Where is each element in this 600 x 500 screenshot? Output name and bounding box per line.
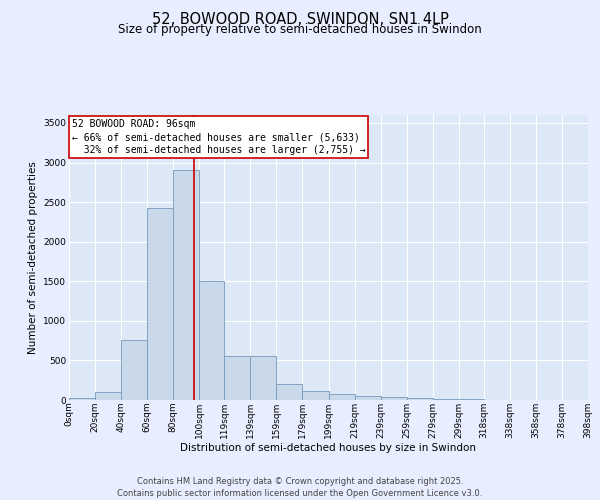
Bar [173,170,199,400]
Bar [277,384,302,400]
Bar [407,398,433,400]
Text: Contains HM Land Registry data © Crown copyright and database right 2025.
Contai: Contains HM Land Registry data © Crown c… [118,476,482,498]
Text: Size of property relative to semi-detached houses in Swindon: Size of property relative to semi-detach… [118,22,482,36]
Bar [250,356,277,400]
Text: 52, BOWOOD ROAD, SWINDON, SN1 4LP: 52, BOWOOD ROAD, SWINDON, SN1 4LP [152,12,448,28]
Bar [380,397,407,400]
Bar [224,356,250,400]
Bar [121,340,147,400]
Bar [69,398,95,400]
Bar [95,392,121,400]
Bar [147,208,173,400]
Y-axis label: Number of semi-detached properties: Number of semi-detached properties [28,161,38,354]
Bar [433,399,459,400]
Bar [199,281,224,400]
Bar [329,394,355,400]
Bar [302,390,329,400]
X-axis label: Distribution of semi-detached houses by size in Swindon: Distribution of semi-detached houses by … [181,444,476,454]
Bar [355,396,380,400]
Text: 52 BOWOOD ROAD: 96sqm
← 66% of semi-detached houses are smaller (5,633)
  32% of: 52 BOWOOD ROAD: 96sqm ← 66% of semi-deta… [71,119,365,156]
